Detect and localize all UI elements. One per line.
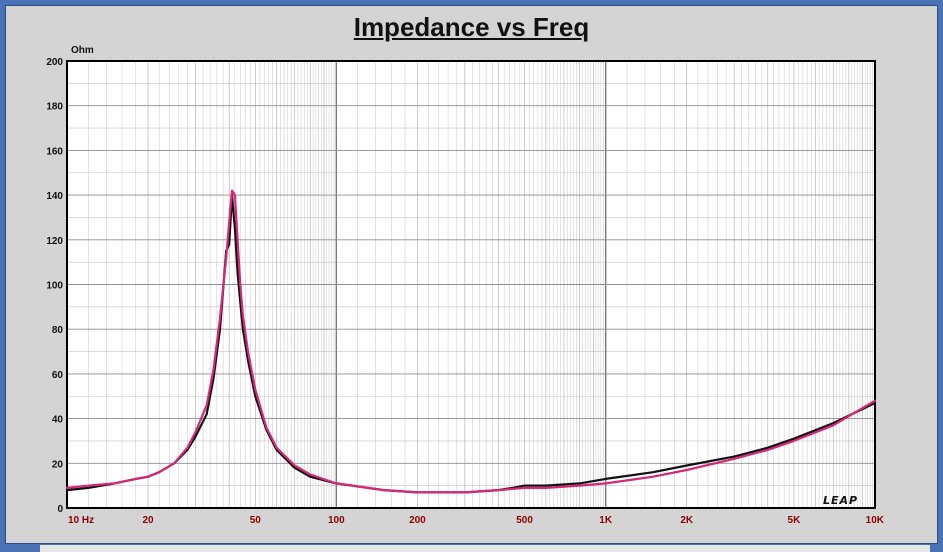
x-tick-label: 50 — [250, 515, 262, 526]
x-tick-label: 1K — [599, 515, 613, 526]
status-strip — [40, 545, 930, 552]
y-axis-label: Ohm — [71, 45, 94, 56]
y-tick-label: 200 — [46, 57, 63, 68]
x-tick-label: 100 — [328, 515, 345, 526]
series-line-2 — [65, 189, 877, 494]
x-tick-label: 2K — [680, 515, 694, 526]
y-tick-label: 80 — [52, 325, 64, 336]
y-tick-label: 40 — [52, 415, 64, 426]
svg-text:LEAP: LEAP — [823, 494, 858, 507]
x-tick-label: 200 — [409, 515, 426, 526]
plot-frame — [66, 60, 876, 509]
y-tick-label: 20 — [52, 459, 64, 470]
y-tick-label: 180 — [46, 102, 63, 113]
y-tick-label: 0 — [57, 504, 63, 515]
y-tick-label: 160 — [46, 146, 63, 157]
x-tick-label: 10K — [866, 515, 885, 526]
leap-logo: LEAP — [823, 494, 858, 507]
x-tick-label: 5K — [788, 515, 802, 526]
y-tick-label: 60 — [52, 370, 64, 381]
x-tick-label: 10 Hz — [68, 515, 94, 526]
series-line-1 — [65, 194, 877, 494]
y-tick-label: 140 — [46, 191, 63, 202]
x-tick-label: 500 — [516, 515, 533, 526]
y-tick-label: 100 — [46, 281, 63, 292]
x-tick-label: 20 — [143, 515, 155, 526]
chart-title: Impedance vs Freq — [353, 12, 590, 42]
y-tick-label: 120 — [46, 236, 63, 247]
